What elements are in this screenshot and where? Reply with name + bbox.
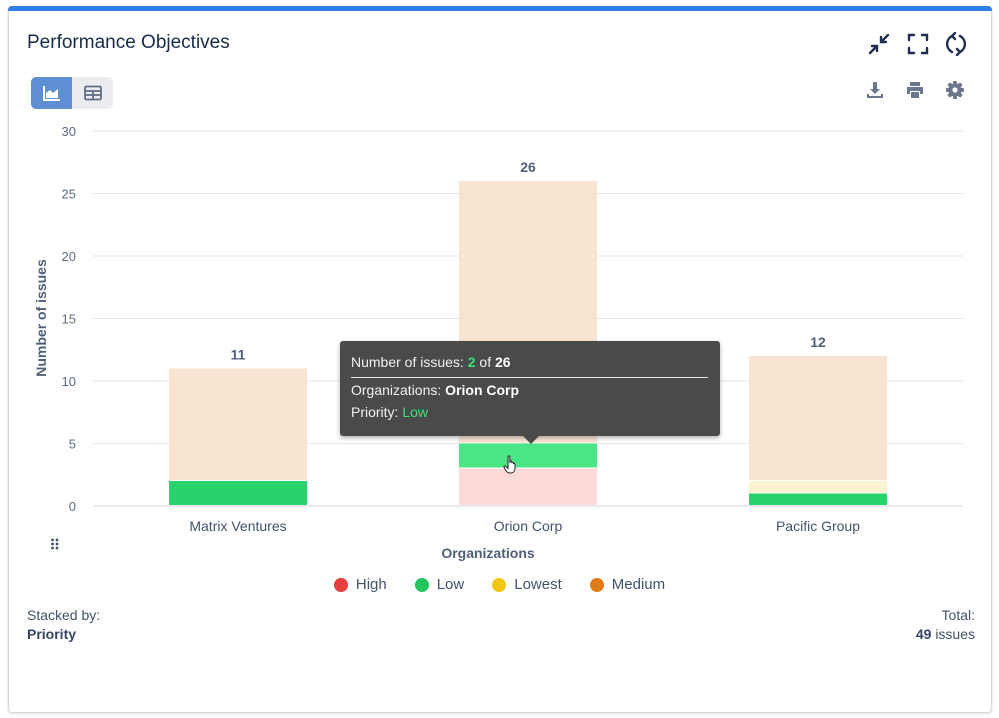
settings-icon[interactable] [945,80,965,100]
drag-handle-icon[interactable] [50,537,60,550]
x-tick-label: Matrix Ventures [189,518,286,534]
chart-view-button[interactable] [31,77,72,109]
bar-total-label: 12 [810,334,826,350]
table-view-button[interactable] [72,77,113,109]
card-accent-bar [8,6,992,11]
table-view-icon [83,85,102,101]
legend-item-lowest[interactable]: Lowest [492,576,562,593]
legend-label: Medium [611,576,666,593]
hand-cursor-icon [503,455,516,474]
bar-segment-low[interactable] [169,481,307,505]
tooltip-org-value: Orion Corp [445,382,520,398]
total-label: Total: [941,607,975,623]
stacked-by-value: Priority [27,626,77,642]
bar-segment-lowest[interactable] [749,481,887,493]
print-icon[interactable] [905,80,925,100]
tooltip-of: of [479,354,492,370]
legend-label: High [355,576,387,593]
x-axis-label: Organizations [441,545,535,561]
view-toggle [31,77,113,109]
bar-segment-low[interactable] [459,443,597,468]
chart-legend: High Low Lowest Medium [0,576,999,593]
tooltip-priority-label: Priority: [351,404,399,420]
total-unit: issues [935,626,975,642]
tooltip-value: 2 [467,354,476,370]
y-tick-label: 25 [62,187,76,202]
y-tick-label: 5 [69,437,76,452]
fullscreen-icon[interactable] [906,32,930,56]
x-tick-label: Orion Corp [494,518,563,534]
bar-total-label: 26 [520,159,536,175]
bar-segment-medium[interactable] [749,356,887,480]
total-info: Total: 49 issues [916,606,975,644]
y-tick-label: 30 [62,124,76,139]
stacked-by-label: Stacked by: [27,607,101,623]
tooltip-total: 26 [494,354,511,370]
legend-dot [333,577,348,592]
tooltip-priority-value: Low [402,404,429,420]
legend-dot [492,577,507,592]
legend-dot [589,577,604,592]
legend-dot [414,577,429,592]
bar-segment-high[interactable] [459,468,597,506]
y-axis-label: Number of issues [33,259,49,377]
tooltip-metric-label: Number of issues: [351,354,464,370]
bar-tooltip: Number of issues: 2 of 26 Organizations:… [340,341,720,444]
tooltip-org-label: Organizations: [351,382,442,398]
legend-label: Low [436,576,465,593]
collapse-icon[interactable] [867,32,891,56]
y-tick-label: 20 [62,249,76,264]
tooltip-arrow [523,436,539,444]
total-count: 49 [915,626,932,642]
bar-segment-low[interactable] [749,493,887,506]
y-tick-label: 15 [62,312,76,327]
bar-total-label: 11 [231,347,246,363]
y-tick-label: 0 [69,499,76,514]
legend-item-low[interactable]: Low [414,576,465,593]
bar-segment-medium[interactable] [169,368,307,481]
chart-view-icon [42,86,60,101]
x-tick-label: Pacific Group [776,518,860,534]
gadget-title: Performance Objectives [27,32,230,53]
legend-label: Lowest [514,576,562,593]
legend-item-high[interactable]: High [333,576,387,593]
download-icon[interactable] [865,80,885,100]
tooltip-divider [351,377,708,378]
refresh-icon[interactable] [944,31,968,57]
legend-item-medium[interactable]: Medium [589,576,666,593]
stacked-by-info: Stacked by: Priority [27,606,100,644]
y-tick-label: 10 [62,374,76,389]
